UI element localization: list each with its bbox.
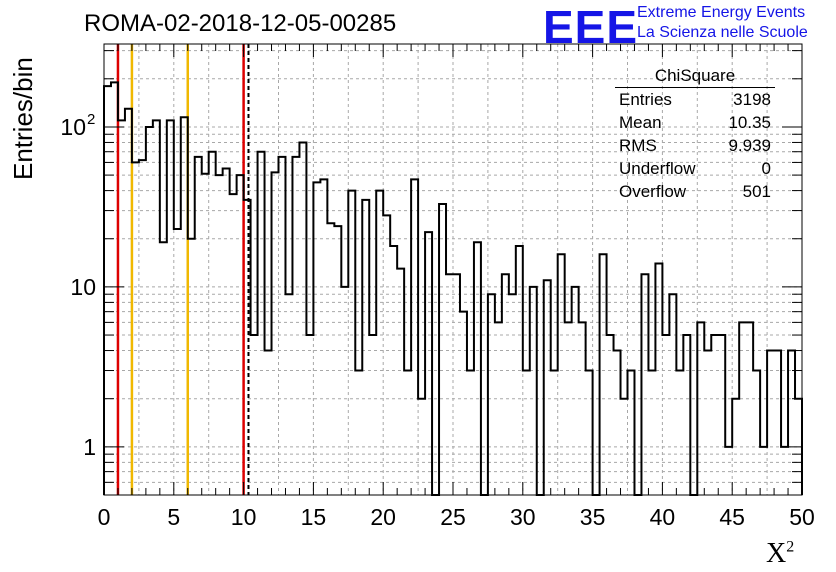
stats-label: Overflow [619,182,687,201]
x-tick-label: 45 [719,504,745,530]
reference-lines [116,44,250,495]
stats-label: Underflow [619,159,696,178]
x-tick-label: 15 [301,504,327,530]
x-axis-label: X2 [766,538,794,570]
stats-row-mean: Mean 10.35 [611,111,777,134]
x-tick-label: 50 [789,504,815,530]
histogram-series [103,81,803,496]
x-tick-label: 10 [231,504,257,530]
x-axis-label-superscript: 2 [786,538,795,556]
x-tick-label: 35 [580,504,606,530]
y-tick-label: 10 [70,274,96,300]
x-tick-label: 5 [167,504,180,530]
stats-row-rms: RMS 9.939 [611,134,777,157]
stats-label: Entries [619,90,672,109]
y-tick-exponent: 2 [87,111,95,128]
stats-value: 501 [742,182,771,201]
eee-logo-mark: EEE [543,1,639,53]
x-tick-label: 25 [440,504,466,530]
eee-logo-line2: La Scienza nelle Scuole [637,24,808,41]
stats-label: Mean [619,113,662,132]
stats-value: 9.939 [728,136,771,155]
y-tick-label: 1 [83,434,96,460]
stats-row-overflow: Overflow 501 [611,180,777,203]
x-tick-label: 0 [98,504,111,530]
stats-row-underflow: Underflow 0 [611,157,777,180]
y-tick-label: 10 [60,114,86,140]
x-tick-label: 30 [510,504,536,530]
stats-box-title: ChiSquare [615,66,775,88]
x-tick-label: 20 [370,504,396,530]
y-axis-label: Entries/bin [8,57,38,180]
grid-lines [104,44,802,496]
stats-row-entries: Entries 3198 [611,88,777,111]
x-tick-label: 40 [650,504,676,530]
chart-title: ROMA-02-2018-12-05-00285 [84,10,397,37]
stats-value: 0 [761,159,771,178]
x-axis-label-symbol: X [766,538,787,569]
stats-box: ChiSquare Entries 3198 Mean 10.35 RMS 9.939… [611,66,777,203]
stats-value: 3198 [733,90,771,109]
stats-label: RMS [619,136,657,155]
eee-logo-line1: Extreme Energy Events [637,4,806,21]
stats-value: 10.35 [728,113,771,132]
